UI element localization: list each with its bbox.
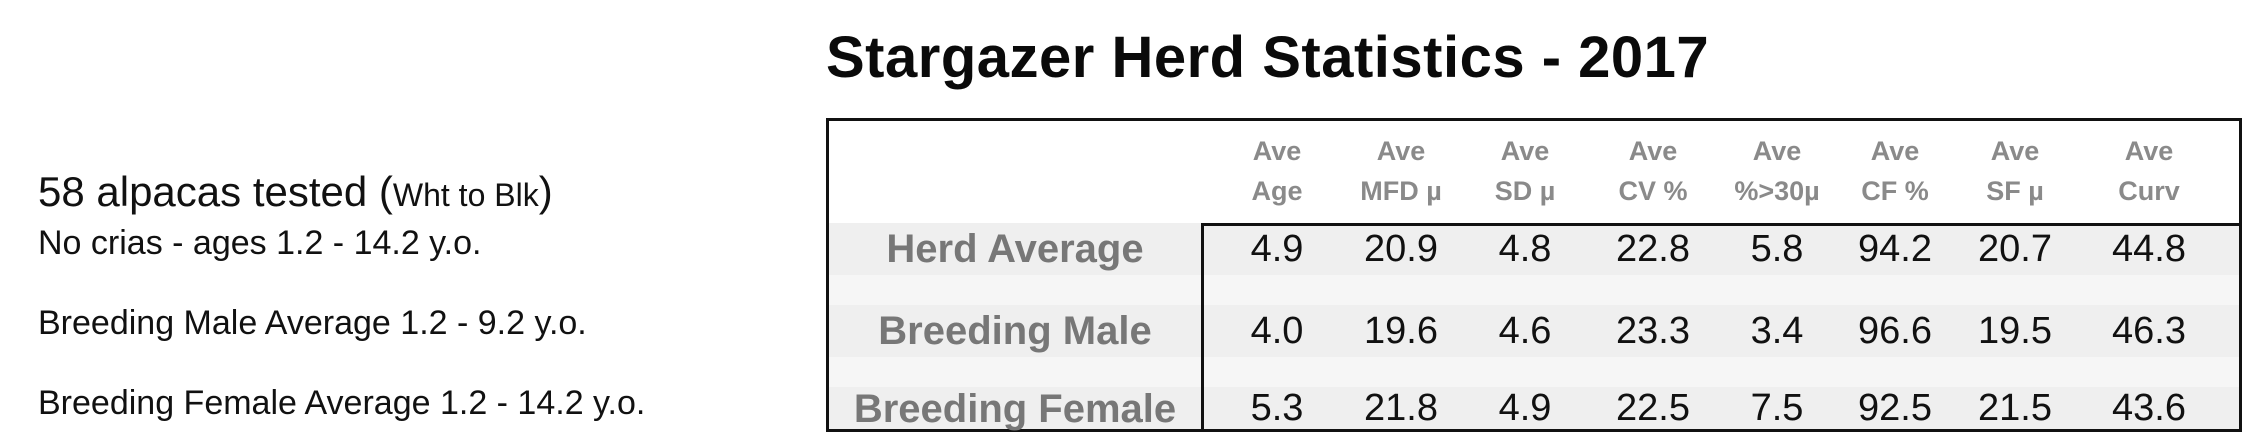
herd-notes: 58 alpacas tested (Wht to Blk) No crias … (38, 0, 818, 438)
tested-count-text: 58 alpacas tested ( (38, 168, 393, 215)
cell-female-mfd: 21.8 (1364, 387, 1438, 429)
cell-herd-age: 4.9 (1250, 228, 1304, 270)
cell-female-sd: 4.9 (1498, 387, 1552, 429)
row-band-female (829, 387, 2239, 429)
cell-male-sf: 19.5 (1978, 310, 2052, 352)
cell-herd-sf: 20.7 (1978, 228, 2052, 270)
row-label-breeding-female: Breeding Female (853, 387, 1177, 431)
cell-herd-mfd: 20.9 (1364, 228, 1438, 270)
tested-count-note: 58 alpacas tested (Wht to Blk) (38, 165, 553, 222)
cell-male-age: 4.0 (1250, 310, 1304, 352)
cell-female-age: 5.3 (1250, 387, 1304, 429)
header-curv: Ave Curv (2118, 136, 2180, 206)
cell-male-over30: 3.4 (1750, 310, 1804, 352)
herd-statistics-table: Ave Age Ave MFD µ Ave SD µ Ave CV % Ave %>30µ… (826, 118, 2242, 432)
cell-male-cf: 96.6 (1858, 310, 1932, 352)
cell-herd-curv: 44.8 (2112, 228, 2186, 270)
cell-male-cv: 23.3 (1616, 310, 1690, 352)
male-age-note: Breeding Male Average 1.2 - 9.2 y.o. (38, 304, 587, 342)
row-label-herd-average: Herd Average (886, 227, 1144, 271)
cell-female-cf: 92.5 (1858, 387, 1932, 429)
header-sd: Ave SD µ (1494, 136, 1556, 206)
row-spacer-2 (829, 357, 2239, 387)
cell-male-curv: 46.3 (2112, 310, 2186, 352)
cell-female-sf: 21.5 (1978, 387, 2052, 429)
header-cf: Ave CF % (1861, 136, 1929, 206)
header-mfd: Ave MFD µ (1360, 136, 1442, 206)
cell-herd-cv: 22.8 (1616, 228, 1690, 270)
header-sf: Ave SF µ (1986, 136, 2044, 206)
cell-herd-sd: 4.8 (1498, 228, 1552, 270)
page-title: Stargazer Herd Statistics - 2017 (826, 25, 1710, 90)
cell-female-curv: 43.6 (2112, 387, 2186, 429)
values-box (1201, 223, 2239, 429)
row-band-male (829, 305, 2239, 357)
cell-female-cv: 22.5 (1616, 387, 1690, 429)
cell-herd-over30: 5.8 (1750, 228, 1804, 270)
header-cv: Ave CV % (1618, 136, 1688, 206)
row-band-herd (829, 223, 2239, 275)
tested-close-paren: ) (538, 168, 553, 215)
row-label-breeding-male: Breeding Male (878, 309, 1152, 353)
header-over30: Ave %>30µ (1734, 136, 1820, 206)
tested-color-range: Wht to Blk (392, 177, 539, 213)
cell-female-over30: 7.5 (1750, 387, 1804, 429)
female-age-note: Breeding Female Average 1.2 - 14.2 y.o. (38, 384, 646, 422)
herd-age-note: No crias - ages 1.2 - 14.2 y.o. (38, 224, 482, 262)
row-spacer-1 (829, 275, 2239, 305)
header-age: Ave Age (1251, 136, 1303, 206)
cell-male-sd: 4.6 (1498, 310, 1552, 352)
cell-male-mfd: 19.6 (1364, 310, 1438, 352)
cell-herd-cf: 94.2 (1858, 228, 1932, 270)
